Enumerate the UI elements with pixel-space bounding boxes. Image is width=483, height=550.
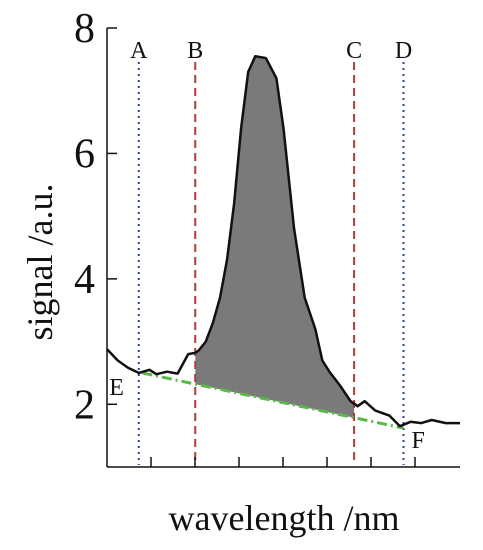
y-tick-label: 8 bbox=[74, 6, 95, 52]
marker-lines bbox=[137, 62, 405, 465]
y-tick-label: 6 bbox=[74, 131, 95, 177]
signal-curve bbox=[106, 54, 460, 428]
annotation-labels: A B C D E F bbox=[109, 38, 425, 454]
marker-label-b: B bbox=[187, 38, 203, 64]
marker-label-d: D bbox=[395, 38, 412, 64]
integrated-peak-area bbox=[195, 56, 355, 418]
peak-area-fill bbox=[195, 56, 355, 418]
axes: 2 4 6 8 bbox=[74, 6, 460, 468]
baseline-e-f bbox=[141, 371, 404, 430]
x-axis-title: wavelength /nm bbox=[169, 498, 400, 538]
marker-label-a: A bbox=[130, 38, 148, 64]
baseline-start-label: E bbox=[109, 375, 124, 401]
y-axis-title: signal /a.u. bbox=[20, 184, 60, 341]
y-tick-label: 2 bbox=[74, 382, 95, 428]
series-layer bbox=[106, 54, 460, 428]
baseline-end-label: F bbox=[412, 428, 425, 454]
baseline-layer bbox=[141, 371, 404, 430]
marker-label-c: C bbox=[346, 38, 362, 64]
y-tick-label: 4 bbox=[74, 257, 95, 303]
